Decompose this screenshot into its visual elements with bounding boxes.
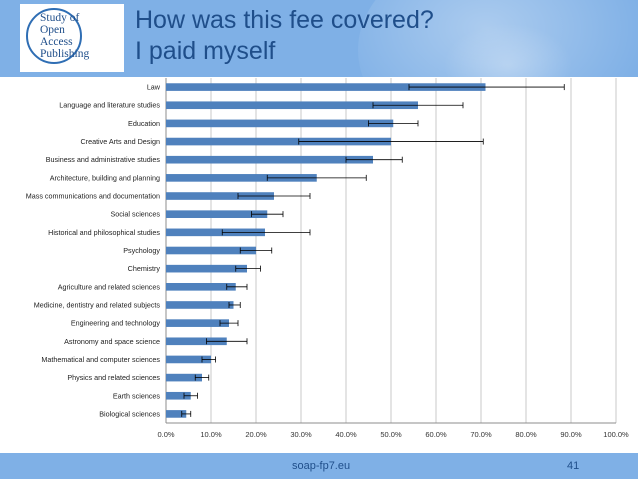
bar <box>166 137 391 146</box>
page-number: 41 <box>567 460 580 472</box>
bar <box>166 319 229 327</box>
category-label: Psychology <box>123 246 160 255</box>
x-tick-label: 100.0% <box>603 430 629 439</box>
category-label: Biological sciences <box>99 409 160 418</box>
x-tick-label: 20.0% <box>245 430 267 439</box>
bar <box>166 283 236 291</box>
x-tick-label: 50.0% <box>380 430 402 439</box>
category-label: Education <box>128 119 160 128</box>
bar <box>166 192 274 200</box>
category-label: Business and administrative studies <box>46 155 161 164</box>
category-label: Architecture, building and planning <box>50 173 160 182</box>
category-label: Medicine, dentistry and related subjects <box>34 300 161 309</box>
bar <box>166 410 187 418</box>
category-label: Agriculture and related sciences <box>58 282 161 291</box>
bar <box>166 337 227 346</box>
category-label: Chemistry <box>128 264 161 273</box>
bar <box>166 246 256 255</box>
category-label: Historical and philosophical studies <box>48 228 160 237</box>
x-tick-label: 40.0% <box>335 430 357 439</box>
slide-subtitle: I paid myself <box>135 37 276 65</box>
logo-text-line: Publishing <box>40 48 90 60</box>
bar <box>166 83 486 91</box>
bar <box>166 355 211 364</box>
soap-logo: Study of Open Access Publishing <box>20 4 124 72</box>
bar-chart: 0.0% 10.0% 20.0% 30.0% 40.0% 50.0% 60.0% 70.0% 8… <box>26 78 629 439</box>
logo-text-line: Access <box>40 36 73 48</box>
bar <box>166 119 394 128</box>
category-label: Law <box>147 83 161 92</box>
bar <box>166 264 247 273</box>
category-label: Creative Arts and Design <box>80 137 160 146</box>
logo-text-line: Open <box>40 24 65 36</box>
x-tick-label: 10.0% <box>200 430 222 439</box>
bar <box>166 301 234 309</box>
slide-footer: soap-fp7.eu 41 <box>0 453 638 479</box>
logo-text-line: Study of <box>40 12 80 24</box>
footer-site: soap-fp7.eu <box>292 460 351 472</box>
category-label: Language and literature studies <box>59 101 160 110</box>
category-label: Astronomy and space science <box>64 337 160 346</box>
x-tick-label: 70.0% <box>470 430 492 439</box>
x-tick-label: 90.0% <box>560 430 582 439</box>
x-tick-label: 60.0% <box>425 430 447 439</box>
bar <box>166 101 418 110</box>
x-tick-label: 30.0% <box>290 430 312 439</box>
x-tick-label: 0.0% <box>157 430 174 439</box>
bar <box>166 391 191 400</box>
bar <box>166 155 373 164</box>
category-label: Engineering and technology <box>71 319 161 328</box>
x-tick-label: 80.0% <box>515 430 537 439</box>
bar <box>166 373 202 382</box>
bar <box>166 228 265 237</box>
category-label: Mass communications and documentation <box>26 192 160 201</box>
category-label: Physics and related sciences <box>67 373 160 382</box>
category-label: Earth sciences <box>113 391 161 400</box>
bar <box>166 174 317 182</box>
slide-title: How was this fee covered? <box>135 6 434 34</box>
header-decoration <box>358 0 638 77</box>
logo-ring-icon <box>26 8 82 64</box>
slide-header: Study of Open Access Publishing How was … <box>0 0 638 77</box>
category-label: Social sciences <box>110 210 160 219</box>
bar <box>166 210 268 218</box>
category-label: Mathematical and computer sciences <box>41 355 160 364</box>
